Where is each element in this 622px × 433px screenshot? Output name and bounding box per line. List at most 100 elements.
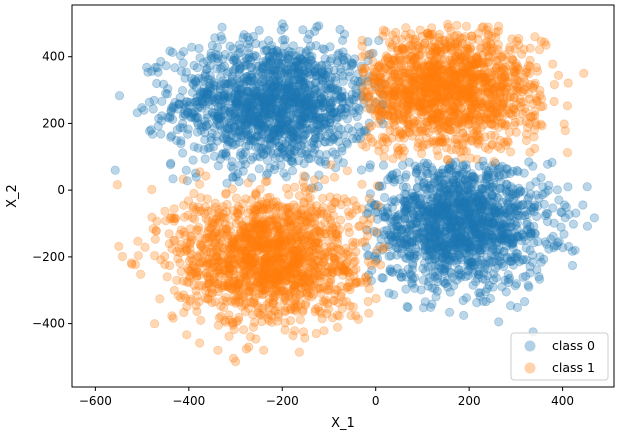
data-point — [283, 116, 293, 127]
data-point — [159, 79, 169, 89]
data-point — [345, 301, 355, 311]
data-point — [491, 81, 501, 91]
data-point — [310, 60, 320, 70]
data-point — [245, 93, 256, 104]
data-point — [418, 40, 428, 50]
data-point — [281, 120, 291, 130]
data-point — [192, 306, 202, 317]
data-point — [275, 110, 285, 120]
data-point — [203, 119, 213, 129]
data-point — [271, 59, 281, 69]
data-point — [536, 173, 546, 183]
data-point — [266, 41, 277, 51]
data-point — [425, 246, 435, 256]
data-point — [294, 120, 304, 130]
data-point — [394, 145, 404, 155]
data-point — [232, 93, 243, 104]
data-point — [256, 119, 266, 130]
data-point — [227, 71, 238, 81]
data-point — [513, 167, 523, 177]
data-point — [311, 70, 321, 80]
data-point — [326, 114, 336, 125]
data-point — [436, 59, 446, 70]
data-point — [265, 56, 275, 66]
data-point — [248, 134, 258, 144]
data-point — [548, 59, 558, 69]
data-point — [243, 178, 253, 188]
data-point — [465, 184, 475, 194]
data-point — [265, 124, 275, 134]
data-point — [549, 243, 559, 253]
data-point — [272, 83, 283, 93]
data-point — [571, 208, 581, 218]
data-point — [202, 56, 212, 66]
data-point — [206, 48, 216, 58]
data-point — [470, 259, 480, 270]
data-point — [292, 56, 302, 67]
data-point — [277, 89, 287, 99]
data-point — [390, 53, 400, 63]
data-point — [305, 193, 315, 203]
data-point — [286, 156, 296, 166]
data-point — [203, 113, 213, 123]
data-point — [494, 244, 505, 254]
data-point — [440, 103, 451, 113]
data-point — [373, 118, 384, 128]
data-point — [408, 195, 418, 205]
data-point — [150, 319, 160, 329]
data-point — [169, 103, 179, 113]
data-point — [258, 107, 268, 117]
data-point — [405, 251, 415, 261]
data-point — [342, 53, 352, 63]
data-point — [188, 155, 198, 165]
data-point — [476, 69, 486, 79]
data-point — [312, 120, 322, 130]
data-point — [522, 219, 532, 229]
data-point — [180, 73, 190, 83]
data-point — [147, 184, 157, 195]
data-point — [452, 138, 462, 148]
data-point — [579, 68, 589, 79]
data-point — [300, 113, 310, 123]
data-point — [243, 54, 253, 64]
data-point — [198, 122, 208, 132]
data-point — [358, 68, 368, 78]
data-point — [431, 238, 441, 248]
data-point — [510, 202, 520, 212]
data-point — [529, 132, 539, 142]
data-point — [483, 144, 494, 154]
data-point — [349, 108, 359, 118]
data-point — [242, 87, 252, 97]
data-point — [230, 127, 241, 137]
data-point — [248, 83, 258, 93]
data-point — [506, 221, 516, 231]
data-point — [342, 166, 352, 176]
data-point — [398, 196, 409, 206]
data-point — [283, 65, 293, 75]
data-point — [505, 256, 515, 266]
data-point — [336, 104, 347, 114]
data-point — [471, 207, 481, 217]
data-point — [476, 240, 486, 250]
series-class-0 — [110, 19, 600, 337]
data-point — [439, 241, 450, 251]
data-point — [305, 153, 316, 163]
data-point — [299, 109, 309, 119]
data-point — [478, 296, 488, 306]
data-point — [553, 70, 564, 81]
data-point — [258, 60, 268, 70]
data-point — [404, 74, 414, 85]
data-point — [293, 122, 303, 132]
data-point — [468, 125, 478, 135]
data-point — [363, 103, 373, 113]
data-point — [114, 91, 125, 101]
data-point — [253, 130, 263, 141]
data-point — [230, 99, 240, 110]
data-point — [157, 96, 167, 107]
data-point — [389, 113, 399, 123]
data-point — [297, 77, 308, 87]
data-point — [196, 315, 206, 325]
data-point — [285, 149, 296, 160]
data-point — [515, 102, 526, 112]
data-point — [283, 137, 294, 147]
